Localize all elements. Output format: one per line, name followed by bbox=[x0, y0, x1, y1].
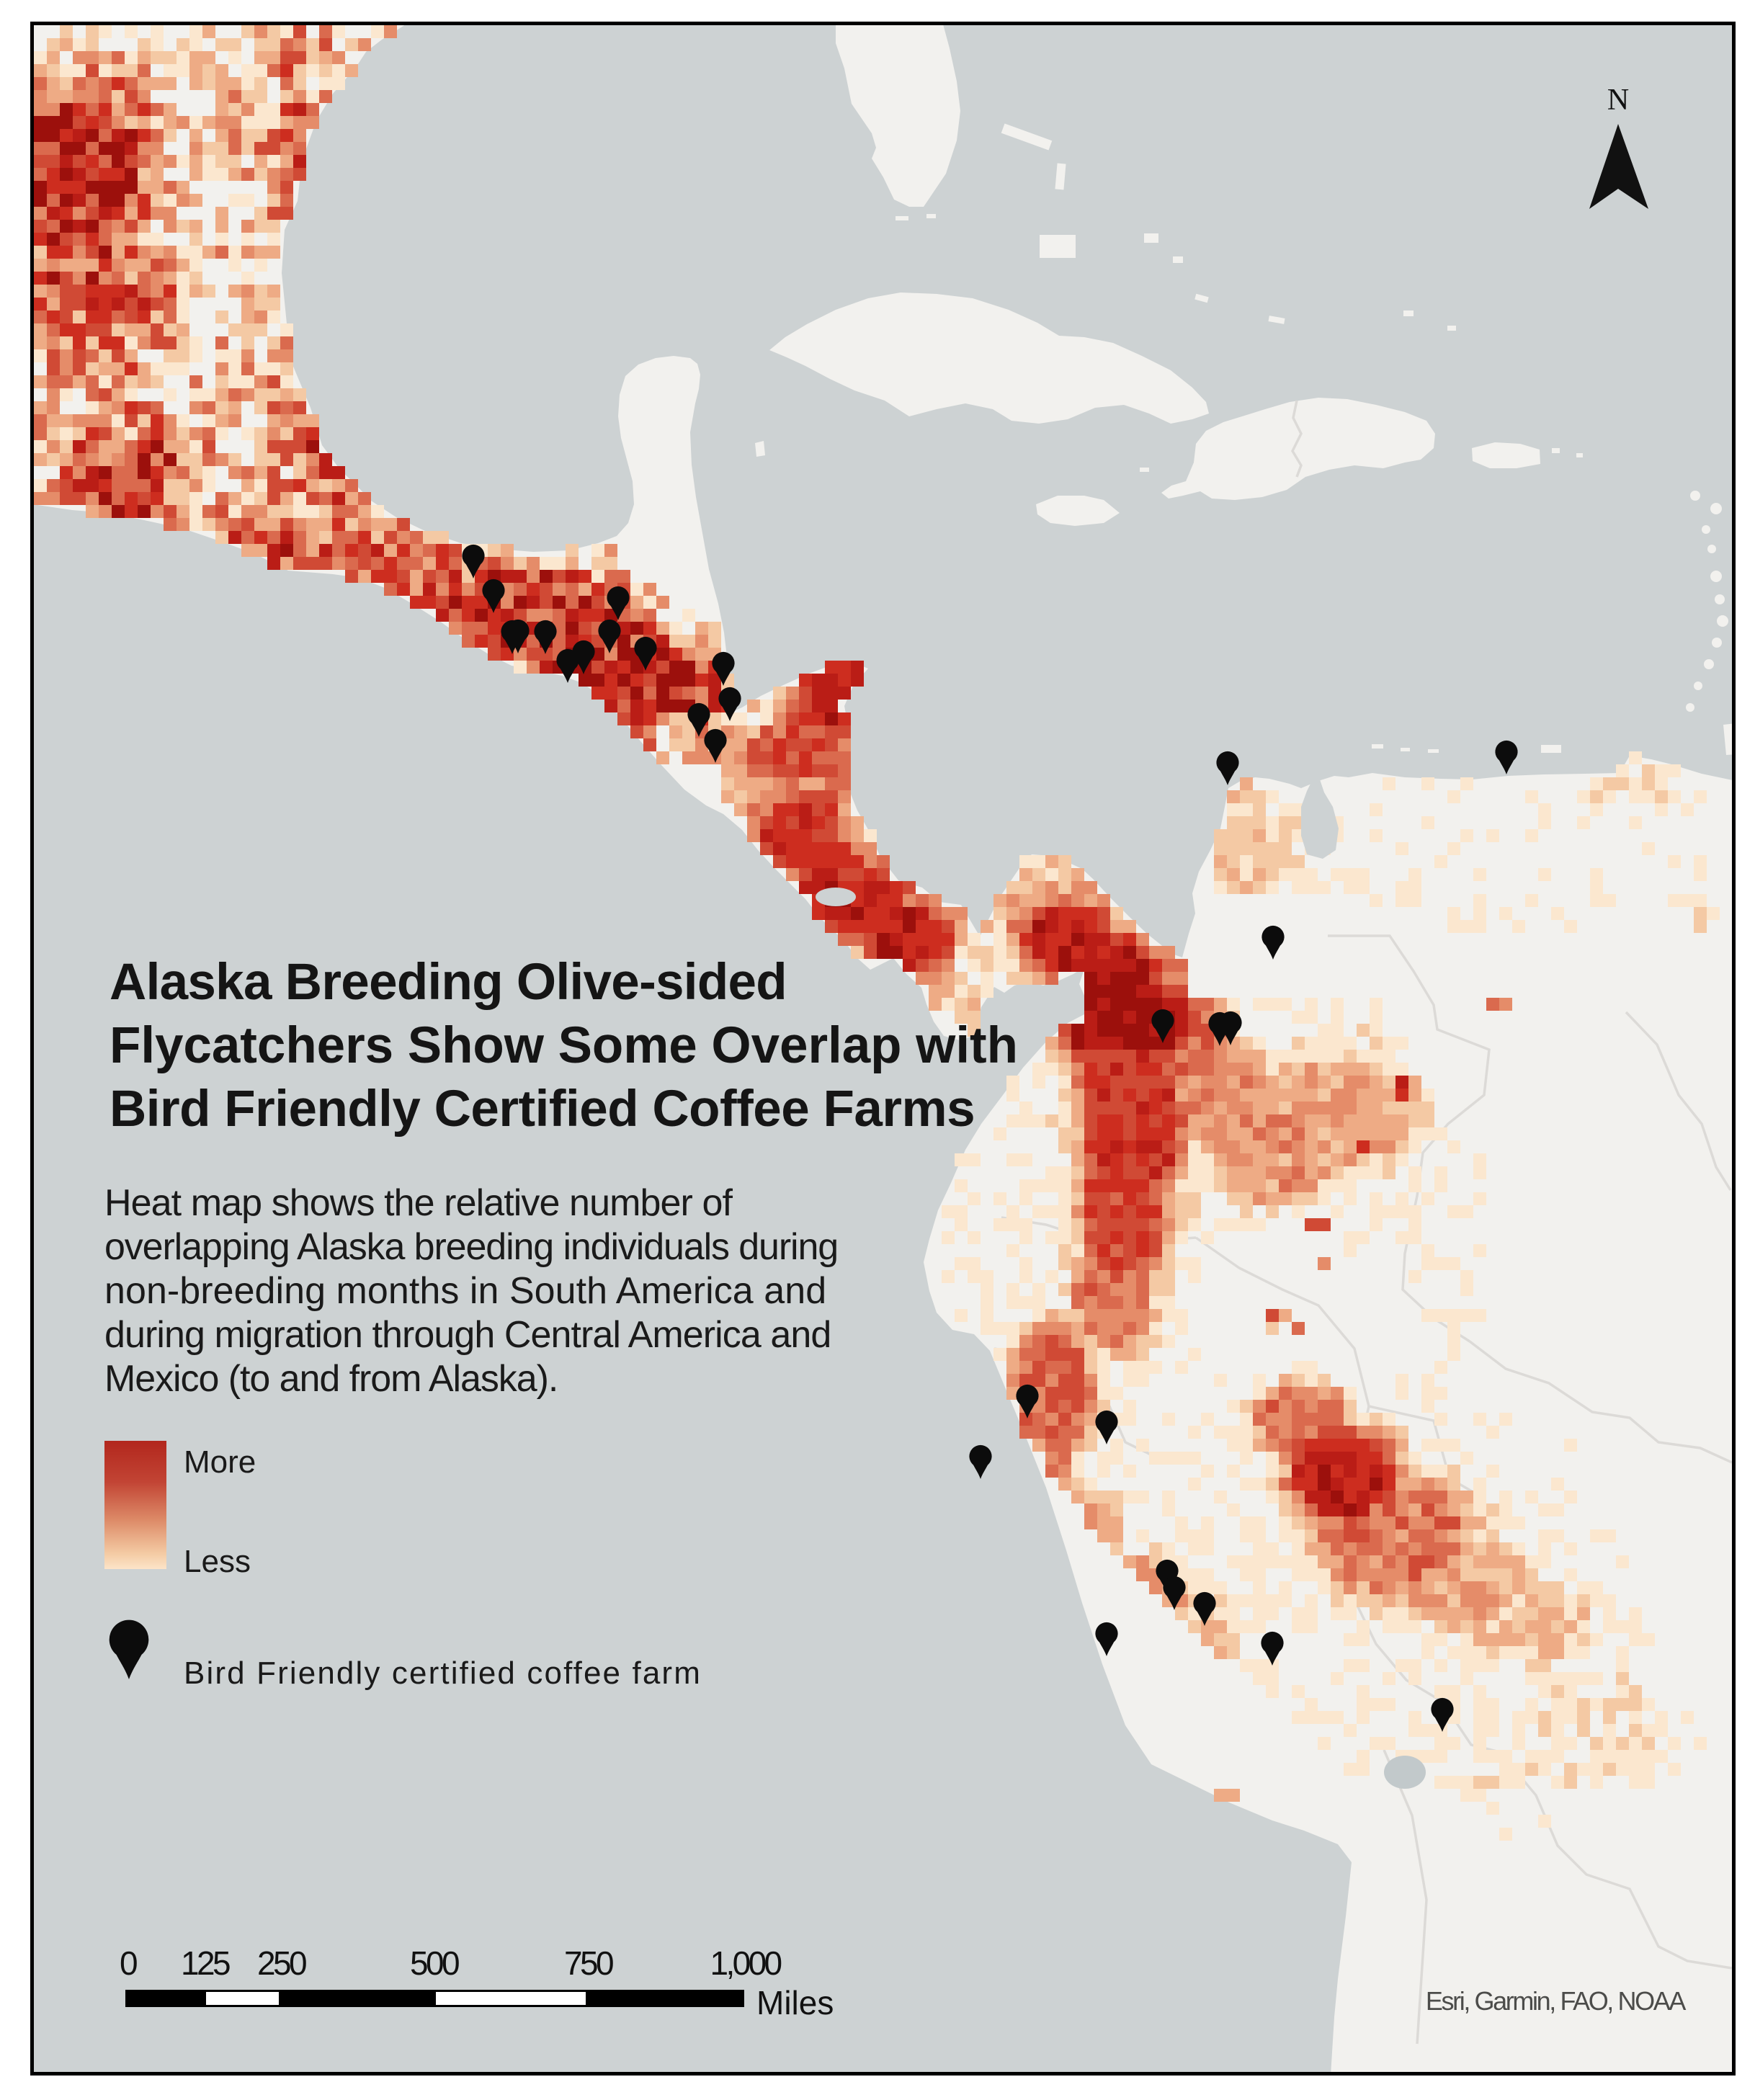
svg-text:125: 125 bbox=[181, 1944, 230, 1982]
svg-text:Alaska Breeding Olive-sided: Alaska Breeding Olive-sided bbox=[110, 954, 787, 1011]
svg-text:Mexico (to and from Alaska).: Mexico (to and from Alaska). bbox=[104, 1358, 558, 1400]
svg-text:More: More bbox=[184, 1444, 256, 1480]
svg-text:Less: Less bbox=[184, 1544, 251, 1579]
svg-text:0: 0 bbox=[120, 1944, 137, 1982]
svg-text:1,000: 1,000 bbox=[710, 1944, 781, 1982]
svg-text:750: 750 bbox=[564, 1944, 613, 1982]
svg-text:N: N bbox=[1607, 84, 1629, 117]
svg-text:during migration through Centr: during migration through Central America… bbox=[104, 1314, 831, 1356]
svg-text:250: 250 bbox=[257, 1944, 306, 1982]
svg-text:Miles: Miles bbox=[756, 1984, 834, 2021]
svg-text:Heat map shows the relative nu: Heat map shows the relative number of bbox=[104, 1182, 733, 1224]
svg-text:Bird Friendly Certified Coffee: Bird Friendly Certified Coffee Farms bbox=[110, 1081, 975, 1138]
svg-text:Flycatchers Show Some Overlap: Flycatchers Show Some Overlap with bbox=[110, 1017, 1018, 1074]
svg-text:500: 500 bbox=[410, 1944, 459, 1982]
svg-text:non-breeding months in South A: non-breeding months in South America and bbox=[104, 1270, 826, 1312]
svg-text:overlapping Alaska breeding in: overlapping Alaska breeding individuals … bbox=[104, 1226, 838, 1268]
svg-text:Esri, Garmin, FAO, NOAA: Esri, Garmin, FAO, NOAA bbox=[1426, 1986, 1686, 2016]
svg-text:Bird Friendly certified coffee: Bird Friendly certified coffee farm bbox=[184, 1656, 702, 1691]
